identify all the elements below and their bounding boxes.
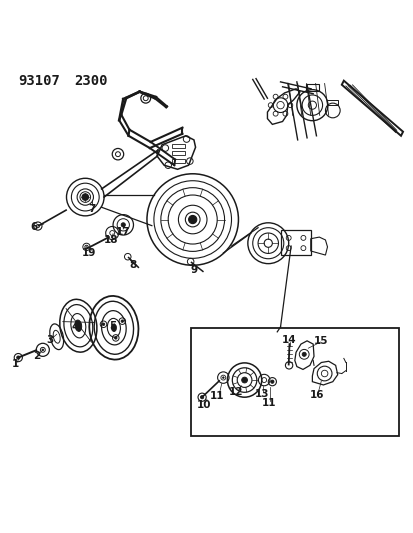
Text: 8: 8 bbox=[129, 260, 136, 270]
Text: 15: 15 bbox=[313, 336, 328, 346]
Circle shape bbox=[121, 320, 123, 322]
Bar bbox=[190, 328, 398, 436]
Bar bbox=[281, 230, 310, 255]
Text: 2: 2 bbox=[33, 351, 40, 361]
Text: 17: 17 bbox=[116, 227, 130, 237]
Circle shape bbox=[42, 349, 43, 351]
Bar bbox=[172, 159, 184, 163]
Text: 2300: 2300 bbox=[74, 74, 107, 88]
Text: 16: 16 bbox=[309, 390, 324, 400]
Circle shape bbox=[200, 395, 203, 399]
Text: 9: 9 bbox=[190, 265, 197, 275]
Ellipse shape bbox=[75, 320, 81, 332]
Circle shape bbox=[114, 337, 117, 339]
Text: 19: 19 bbox=[81, 248, 95, 259]
Text: 1: 1 bbox=[12, 359, 19, 369]
Circle shape bbox=[82, 194, 88, 200]
Text: 10: 10 bbox=[196, 400, 211, 409]
Text: 13: 13 bbox=[254, 389, 269, 399]
Circle shape bbox=[222, 377, 223, 378]
Text: 6: 6 bbox=[30, 222, 37, 232]
Circle shape bbox=[270, 380, 273, 383]
Text: 11: 11 bbox=[261, 398, 275, 408]
Ellipse shape bbox=[111, 324, 116, 332]
Circle shape bbox=[17, 356, 20, 359]
Text: 14: 14 bbox=[281, 335, 295, 345]
Circle shape bbox=[241, 377, 247, 383]
Circle shape bbox=[301, 352, 306, 357]
Text: 5: 5 bbox=[109, 321, 116, 330]
Bar bbox=[172, 151, 184, 156]
Bar bbox=[305, 84, 318, 91]
Text: 4: 4 bbox=[71, 322, 79, 332]
Bar bbox=[327, 100, 337, 105]
Bar bbox=[172, 144, 184, 148]
Text: 7: 7 bbox=[88, 204, 95, 214]
Text: 11: 11 bbox=[209, 391, 224, 401]
Circle shape bbox=[121, 223, 125, 227]
Text: 3: 3 bbox=[46, 335, 53, 345]
Text: 93107: 93107 bbox=[18, 74, 60, 88]
Text: 12: 12 bbox=[229, 387, 243, 397]
Circle shape bbox=[102, 323, 104, 326]
Circle shape bbox=[188, 215, 196, 224]
Text: 18: 18 bbox=[104, 236, 118, 245]
